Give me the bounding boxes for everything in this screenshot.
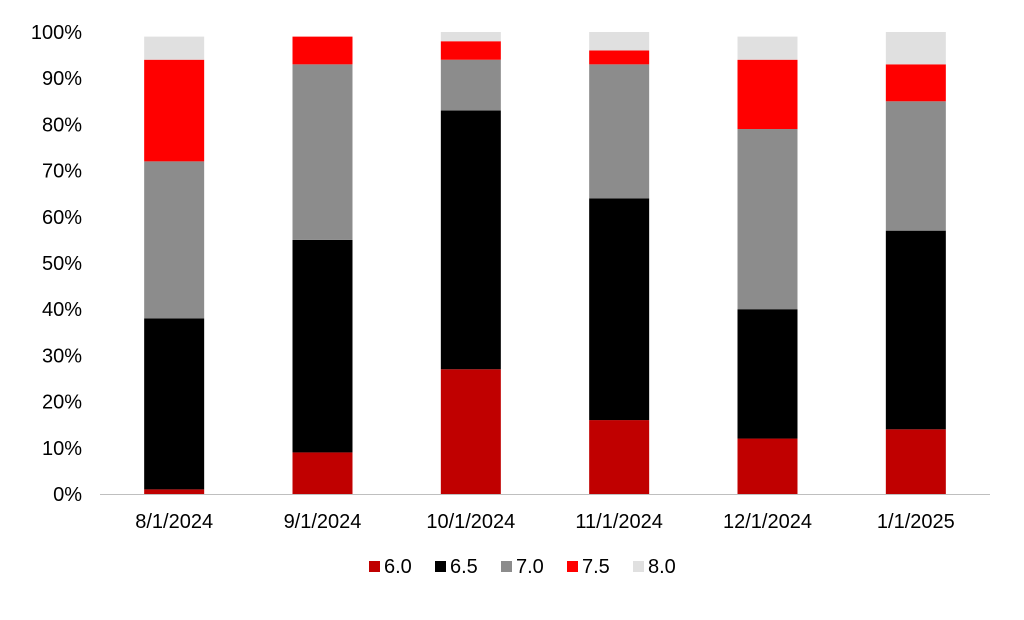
bar-segment-7-5 (885, 64, 946, 102)
bar-segment-6-5 (737, 309, 798, 439)
bar-segment-7-0 (737, 129, 798, 310)
x-tick-label: 11/1/2024 (575, 511, 663, 533)
x-tick-label: 1/1/2025 (877, 511, 955, 533)
bar-segment-6-5 (440, 110, 501, 370)
bar-segment-7-5 (737, 59, 798, 130)
legend-swatch (633, 561, 644, 572)
legend-swatch (369, 561, 380, 572)
legend: 6.0 6.5 7.0 7.5 8.0 (369, 556, 676, 578)
y-tick-label: 70% (42, 161, 82, 183)
legend-label: 6.0 (384, 556, 412, 578)
legend-label: 8.0 (648, 556, 676, 578)
bar-segment-8-0 (589, 32, 650, 51)
bar-segment-6-5 (144, 318, 205, 490)
y-tick-label: 40% (42, 299, 82, 321)
x-tick-label: 8/1/2024 (135, 511, 213, 533)
y-tick-label: 20% (42, 392, 82, 414)
bar-segment-6-5 (885, 230, 946, 430)
legend-label: 7.0 (516, 556, 544, 578)
legend-swatch (435, 561, 446, 572)
bar-segment-6-0 (440, 369, 501, 494)
legend-label: 6.5 (450, 556, 478, 578)
bar-segment-7-0 (440, 59, 501, 111)
y-tick-label: 90% (42, 68, 82, 90)
y-tick-label: 60% (42, 207, 82, 229)
bar-segment-6-0 (589, 420, 650, 494)
bar-segment-7-5 (292, 36, 353, 65)
bar-segment-7-5 (144, 59, 205, 162)
bar-segment-7-0 (292, 64, 353, 240)
y-tick-label: 0% (53, 484, 82, 506)
legend-swatch (501, 561, 512, 572)
x-tick-label: 10/1/2024 (426, 511, 515, 533)
bar-segment-6-0 (144, 489, 205, 494)
bar-segment-8-0 (440, 32, 501, 42)
legend-swatch (567, 561, 578, 572)
bar-segment-8-0 (144, 36, 205, 60)
y-tick-label: 100% (31, 22, 82, 44)
x-axis-labels: 8/1/2024 9/1/2024 10/1/2024 11/1/2024 12/1/2… (135, 511, 955, 533)
legend-label: 7.5 (582, 556, 610, 578)
bar-segment-6-0 (885, 429, 946, 494)
y-tick-label: 50% (42, 253, 82, 275)
y-tick-label: 80% (42, 114, 82, 136)
x-tick-label: 12/1/2024 (723, 511, 812, 533)
x-tick-label: 9/1/2024 (284, 511, 362, 533)
bar-segment-6-5 (589, 198, 650, 421)
y-tick-label: 10% (42, 438, 82, 460)
bars-group (144, 32, 946, 494)
bar-segment-7-5 (440, 41, 501, 60)
y-tick-label: 30% (42, 345, 82, 367)
bar-segment-8-0 (737, 36, 798, 60)
y-axis-labels: 0% 10% 20% 30% 40% 50% 60% 70% 80% 90% 100% (31, 22, 82, 506)
bar-segment-6-0 (292, 452, 353, 494)
bar-segment-7-0 (589, 64, 650, 199)
bar-segment-6-0 (737, 438, 798, 494)
bar-segment-7-5 (589, 50, 650, 65)
bar-segment-7-0 (144, 161, 205, 319)
bar-segment-8-0 (885, 32, 946, 65)
bar-segment-7-0 (885, 101, 946, 231)
bar-segment-6-5 (292, 239, 353, 453)
